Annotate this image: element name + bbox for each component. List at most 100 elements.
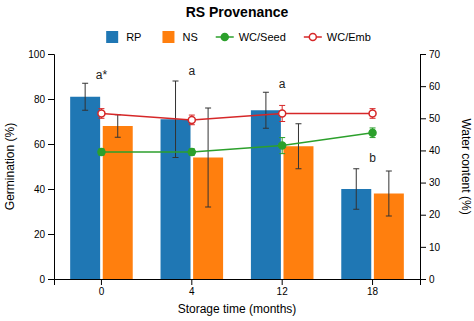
y-tick-mark <box>48 144 54 145</box>
y-tick-mark <box>48 54 54 55</box>
y2-axis-title: Water content (%) <box>459 118 473 214</box>
error-bar <box>279 105 285 121</box>
error-bar-cap <box>370 137 376 138</box>
error-bar-cap <box>370 127 376 128</box>
legend-label: NS <box>182 31 197 43</box>
y2-tick-mark <box>420 183 426 184</box>
bar <box>251 110 281 279</box>
error-bar <box>295 124 301 169</box>
point <box>279 110 286 117</box>
y2-tick-label: 60 <box>429 81 441 92</box>
y2-tick-mark <box>420 118 426 119</box>
error-bar <box>115 115 121 138</box>
y-tick-mark <box>48 189 54 190</box>
x-tick-mark <box>282 279 283 285</box>
y-tick-label: 40 <box>34 184 46 195</box>
y2-axis-line <box>421 55 427 280</box>
y2-tick-mark <box>420 86 426 87</box>
x-axis-title: Storage time (months) <box>178 302 297 316</box>
y2-tick-mark <box>420 279 426 280</box>
annotation: a <box>279 77 286 91</box>
y-tick: 60 <box>34 139 54 150</box>
error-bar-cap <box>386 216 392 217</box>
y2-tick-label: 30 <box>429 177 441 188</box>
error-bar <box>279 138 285 154</box>
error-bar-cap <box>279 153 285 154</box>
y2-tick: 0 <box>420 274 435 285</box>
y2-tick-label: 20 <box>429 209 441 220</box>
error-bar <box>98 149 104 155</box>
legend: RPNSWC/SeedWC/Emb <box>106 31 371 43</box>
y-tick: 100 <box>28 49 54 60</box>
y2-tick-mark <box>420 150 426 151</box>
error-bar <box>370 128 376 138</box>
y2-tick-label: 10 <box>429 242 441 253</box>
x-tick-label: 0 <box>99 286 105 297</box>
error-bar <box>353 169 359 210</box>
x-tick-label: 4 <box>189 286 195 297</box>
error-bar-cap <box>189 124 195 125</box>
line-series <box>98 128 376 156</box>
bar-series <box>70 81 371 279</box>
error-bar-cap <box>386 171 392 172</box>
y-tick-label: 20 <box>34 229 46 240</box>
point <box>188 149 195 156</box>
y-tick-mark <box>48 99 54 100</box>
point <box>188 116 195 123</box>
error-bar-stem <box>298 124 299 169</box>
y2-axis: 010203040506070 <box>420 49 441 285</box>
error-bar-cap <box>295 123 301 124</box>
point <box>98 149 105 156</box>
bar-series <box>103 108 404 279</box>
chart: 041218020406080100010203040506070a*aabRS… <box>0 0 474 321</box>
legend-item: RP <box>106 31 141 43</box>
line-series <box>98 105 376 124</box>
y2-tick: 40 <box>420 145 441 156</box>
x-axis-line <box>55 280 421 286</box>
title: RS Provenance <box>186 4 289 20</box>
error-bar-stem <box>85 83 86 110</box>
error-bar <box>370 109 376 119</box>
legend-swatch <box>309 34 316 41</box>
y-tick-label: 80 <box>34 94 46 105</box>
error-bar <box>386 171 392 216</box>
y-tick-label: 0 <box>39 274 45 285</box>
legend-swatch <box>162 31 174 43</box>
line <box>101 113 372 119</box>
y2-tick-mark <box>420 215 426 216</box>
error-bar-cap <box>115 137 121 138</box>
error-bar-cap <box>98 118 104 119</box>
bar <box>103 126 133 279</box>
legend-item: WC/Seed <box>216 31 286 43</box>
y-tick-label: 100 <box>28 49 45 60</box>
error-bar-cap <box>370 118 376 119</box>
error-bar <box>189 149 195 155</box>
error-bar-cap <box>263 128 269 129</box>
marks <box>70 81 404 279</box>
error-bar <box>82 83 88 110</box>
y-axis-line <box>48 55 55 280</box>
y2-tick: 60 <box>420 81 441 92</box>
y-tick: 40 <box>34 184 54 195</box>
legend-swatch <box>106 31 118 43</box>
x-axis: 041218 <box>55 279 421 297</box>
x-tick-mark <box>101 279 102 285</box>
y2-tick: 50 <box>420 113 441 124</box>
legend-label: WC/Seed <box>239 31 286 43</box>
x-tick-mark <box>191 279 192 285</box>
error-bar-cap <box>370 108 376 109</box>
error-bar-cap <box>295 168 301 169</box>
error-bar-cap <box>189 115 195 116</box>
x-tick: 18 <box>367 279 379 297</box>
y2-tick-label: 0 <box>429 274 435 285</box>
error-bar-stem <box>388 171 389 216</box>
error-bar <box>189 115 195 125</box>
point <box>369 110 376 117</box>
error-bar-cap <box>279 105 285 106</box>
annotation: b <box>369 151 376 165</box>
x-tick-label: 18 <box>367 286 379 297</box>
error-bar-cap <box>98 108 104 109</box>
y-axis-title: Germination (%) <box>3 123 17 210</box>
error-bar <box>205 108 211 207</box>
error-bar-cap <box>82 83 88 84</box>
